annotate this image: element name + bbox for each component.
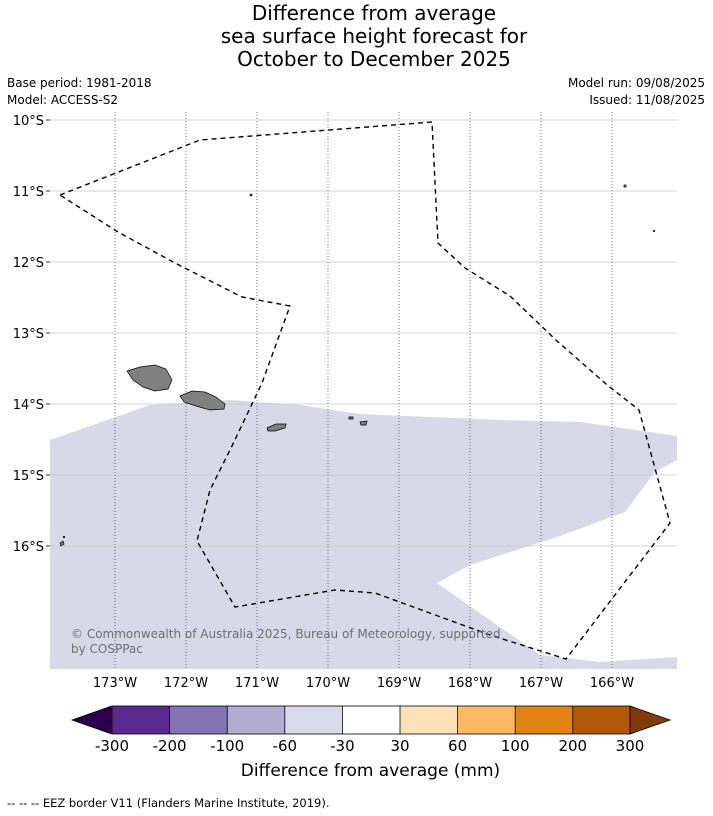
title-line-1: Difference from average [251,1,497,25]
model-text: Model: ACCESS-S2 [7,93,119,107]
small-islet-5 [59,540,65,547]
colorbar-bin-1 [112,706,170,734]
colorbar-bin-6 [400,706,458,734]
meta-right: Model run: 09/08/2025 Issued: 11/08/2025 [568,75,705,109]
lat-label-14s: 14°S [13,398,44,413]
colorbar-bin-8 [515,706,573,734]
colorbar-tick-30: 30 [390,737,409,755]
lon-label-170w: 170°W [306,676,350,691]
lon-label-171w: 171°W [235,676,279,691]
copyright-line-1: © Commonwealth of Australia 2025, Bureau… [71,627,501,641]
colorbar-bin-9 [572,706,630,734]
savaii-island [126,364,173,392]
colorbar: -300 -200 -100 -60 -30 30 60 100 200 300 [70,705,672,755]
small-islet-3 [623,184,627,188]
copyright-line-2: by COSPPac [71,642,143,656]
latitude-gridlines [50,119,677,547]
model-run-text: Model run: 09/08/2025 [567,76,705,90]
colorbar-bin-3 [227,706,285,734]
colorbar-label: Difference from average (mm) [240,761,501,781]
lon-label-166w: 166°W [590,676,634,691]
small-islet-4 [652,229,656,233]
lon-label-168w: 168°W [448,676,492,691]
lon-label-173w: 173°W [93,676,137,691]
colorbar-tick-100: 100 [501,737,530,755]
small-islet-1 [348,416,354,420]
small-islet-2 [249,193,253,197]
map-title: Difference from average sea surface heig… [0,2,713,71]
colorbar-tick-neg100: -100 [210,737,244,755]
tutuila-island [266,423,287,432]
meta-left: Base period: 1981-2018 Model: ACCESS-S2 [7,75,152,109]
eez-border [58,121,671,660]
issued-text: Issued: 11/08/2025 [589,93,705,107]
colorbar-tick-neg60: -60 [273,737,298,755]
colorbar-bin-5 [342,706,400,734]
colorbar-tick-neg200: -200 [153,737,187,755]
upolu-island [179,390,226,411]
sea-height-anomaly-area [50,400,677,669]
colorbar-bin-4 [284,706,343,734]
lon-label-167w: 167°W [519,676,563,691]
colorbar-tick-neg30: -30 [330,737,355,755]
latitude-ticks [46,119,50,547]
lat-label-12s: 12°S [13,256,44,271]
colorbar-tick-60: 60 [448,737,467,755]
samoa-islands [59,184,656,547]
lat-label-16s: 16°S [13,540,44,555]
title-line-2: sea surface height forecast for [220,24,528,48]
colorbar-tick-neg300: -300 [95,737,129,755]
colorbar-extend-low [70,705,113,735]
manua-island [359,420,368,426]
colorbar-tick-200: 200 [558,737,587,755]
lat-label-15s: 15°S [13,469,44,484]
base-period-text: Base period: 1981-2018 [7,76,152,90]
lon-label-172w: 172°W [164,676,208,691]
lon-label-169w: 169°W [377,676,421,691]
lat-label-13s: 13°S [13,327,44,342]
colorbar-extend-high [629,705,672,735]
lat-label-10s: 10°S [13,114,44,129]
title-line-3: October to December 2025 [237,47,511,71]
eez-footnote: -- -- -- EEZ border V11 (Flanders Marine… [7,796,330,810]
map-figure: 10°S 11°S 12°S 13°S 14°S 15°S 16°S 173°W… [13,112,677,755]
colorbar-bin-2 [169,706,228,734]
lat-label-11s: 11°S [13,185,44,200]
colorbar-bin-7 [457,706,516,734]
small-islet-6 [62,535,66,539]
colorbar-tick-300: 300 [616,737,645,755]
